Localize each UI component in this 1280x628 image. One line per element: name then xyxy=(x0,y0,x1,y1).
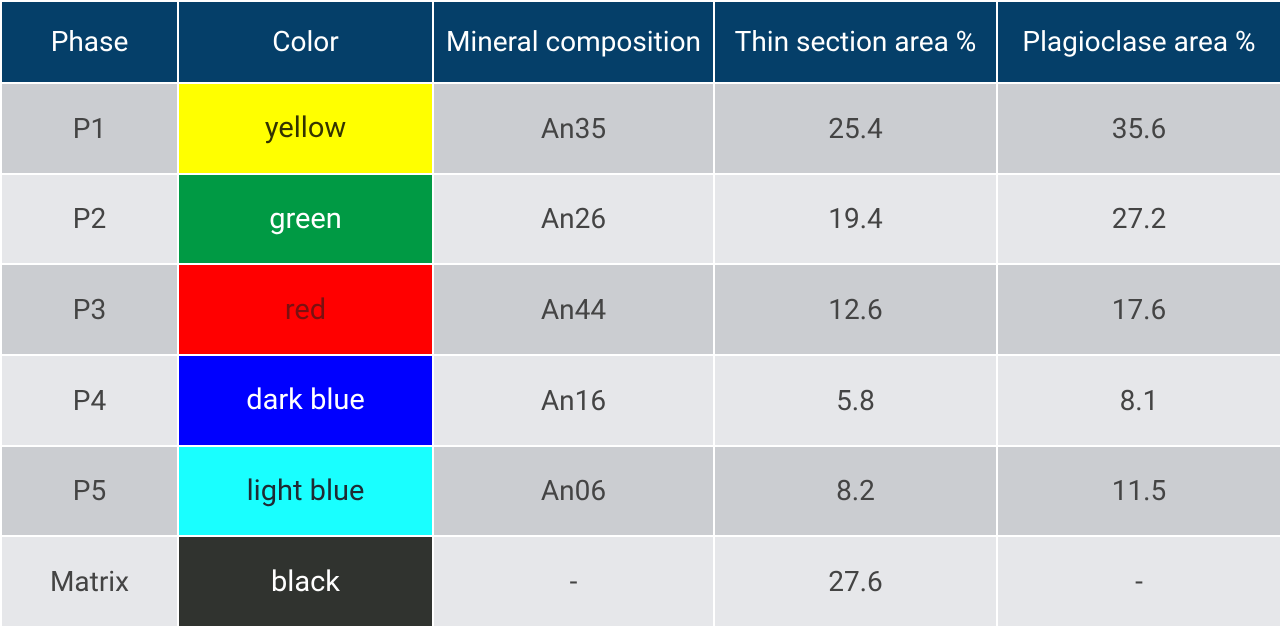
color-cell: red xyxy=(177,263,434,356)
phase-cell: P4 xyxy=(0,353,179,447)
thin-section-area-cell: 12.6 xyxy=(713,263,998,356)
phase-cell: Matrix xyxy=(0,535,179,628)
plagioclase-area-cell: 35.6 xyxy=(996,82,1280,175)
header-cell: Color xyxy=(177,0,434,84)
color-cell: green xyxy=(177,172,434,266)
plagioclase-area-cell: 17.6 xyxy=(996,263,1280,356)
table-row: P2 green An26 19.4 27.2 xyxy=(0,172,1280,266)
thin-section-area-cell: 19.4 xyxy=(713,172,998,266)
color-cell: dark blue xyxy=(177,353,434,447)
composition-cell: An44 xyxy=(432,263,715,356)
thin-section-area-cell: 27.6 xyxy=(713,535,998,628)
phase-cell: P3 xyxy=(0,263,179,356)
header-cell: Mineral composition xyxy=(432,0,715,84)
phase-cell: P2 xyxy=(0,172,179,266)
table-row: P5 light blue An06 8.2 11.5 xyxy=(0,444,1280,538)
plagioclase-area-cell: - xyxy=(996,535,1280,628)
plagioclase-area-cell: 8.1 xyxy=(996,353,1280,447)
header-cell: Thin section area % xyxy=(713,0,998,84)
plagioclase-area-cell: 27.2 xyxy=(996,172,1280,266)
plagioclase-area-cell: 11.5 xyxy=(996,444,1280,538)
color-cell: black xyxy=(177,535,434,628)
header-cell: Plagioclase area % xyxy=(996,0,1280,84)
phase-cell: P1 xyxy=(0,82,179,175)
table-row: P3 red An44 12.6 17.6 xyxy=(0,263,1280,356)
header-cell: Phase xyxy=(0,0,179,84)
header-row: Phase Color Mineral composition Thin sectio… xyxy=(0,0,1280,84)
composition-cell: An06 xyxy=(432,444,715,538)
composition-cell: An16 xyxy=(432,353,715,447)
table-row: Matrix black -27.6- xyxy=(0,535,1280,628)
thin-section-area-cell: 5.8 xyxy=(713,353,998,447)
thin-section-area-cell: 8.2 xyxy=(713,444,998,538)
table-row: P1 yellow An35 25.4 35.6 xyxy=(0,82,1280,175)
color-cell: yellow xyxy=(177,82,434,175)
phase-cell: P5 xyxy=(0,444,179,538)
color-cell: light blue xyxy=(177,444,434,538)
composition-cell: An35 xyxy=(432,82,715,175)
composition-cell: An26 xyxy=(432,172,715,266)
composition-cell: - xyxy=(432,535,715,628)
thin-section-area-cell: 25.4 xyxy=(713,82,998,175)
table-body: P1 yellow An35 25.4 35.6 P2 green An26 19.4 27.2 P… xyxy=(0,82,1280,628)
table-row: P4 dark blue An16 5.8 8.1 xyxy=(0,353,1280,447)
